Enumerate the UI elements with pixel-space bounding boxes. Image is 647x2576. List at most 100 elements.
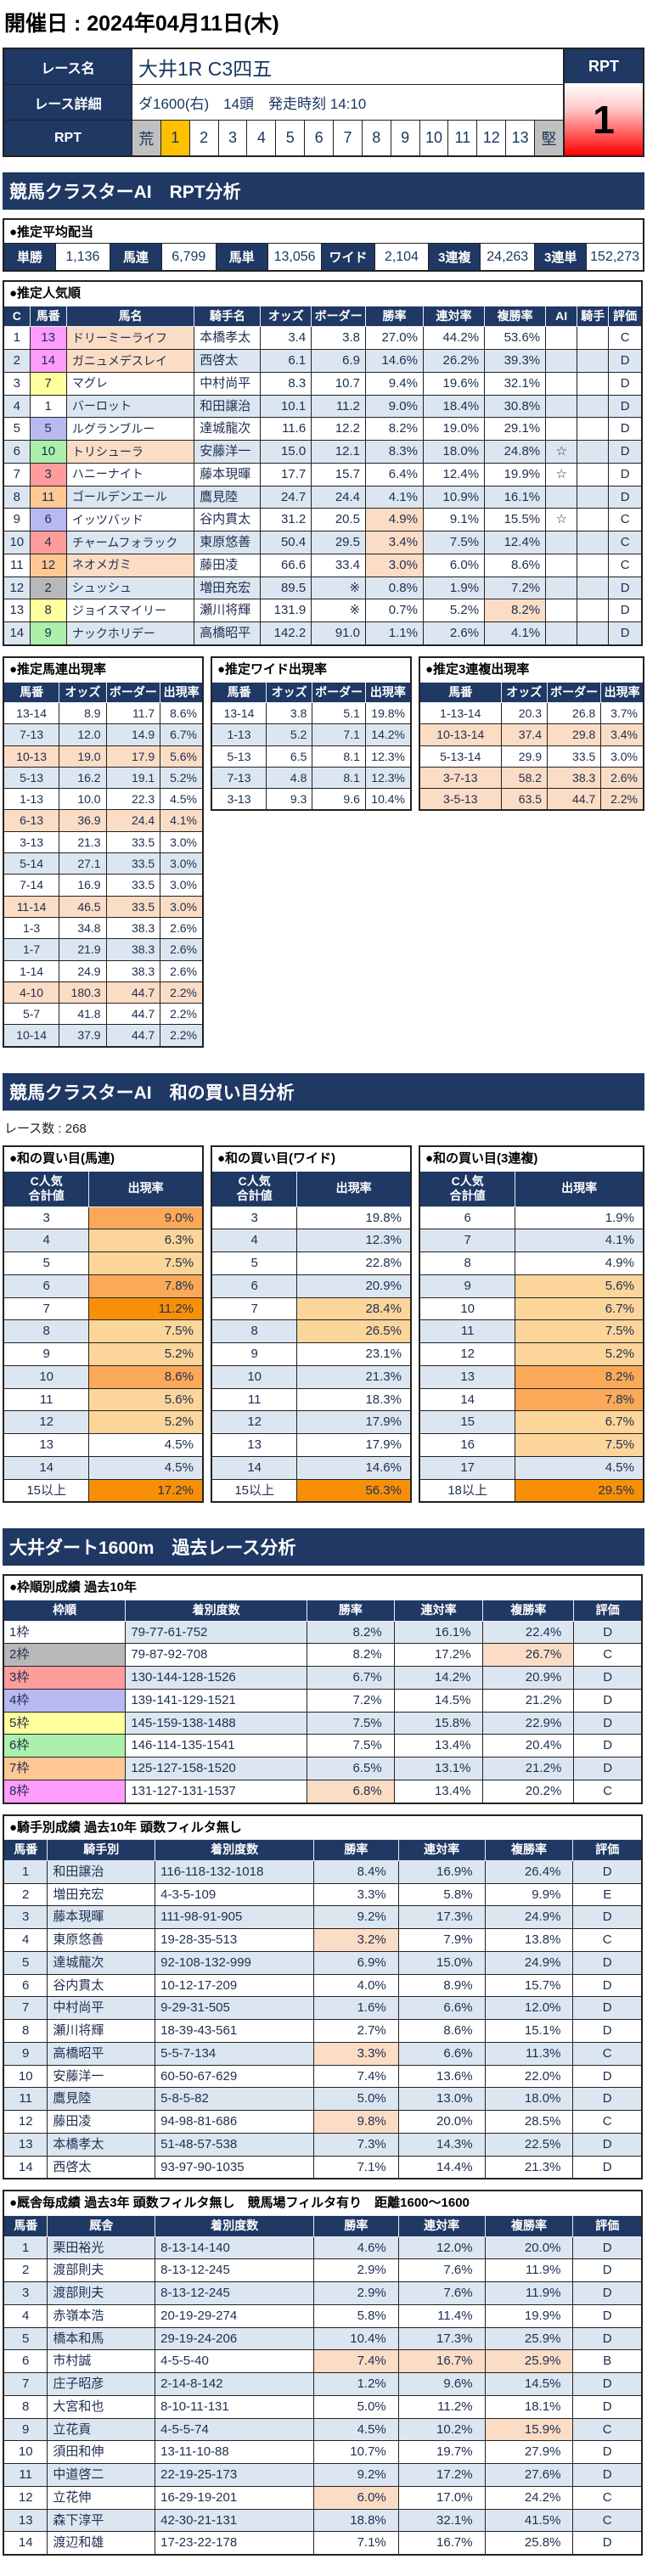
- column-header: 着別度数: [125, 1600, 307, 1622]
- table-cell: 西啓太: [47, 2155, 156, 2179]
- table-cell: 5.0%: [313, 2394, 399, 2419]
- table-row: 13 17.9%: [211, 1433, 412, 1457]
- column-header: 着別度数: [155, 2215, 315, 2237]
- column-header: C人気 合計値: [211, 1170, 298, 1207]
- table-cell: 13: [3, 2132, 48, 2157]
- table-cell: 21.3: [59, 830, 107, 854]
- table-cell: 3.0%: [160, 830, 204, 854]
- table-cell: 13: [3, 2508, 48, 2533]
- table-cell: [545, 417, 578, 441]
- table-cell: 5: [29, 417, 67, 441]
- table-cell: 18.8%: [313, 2508, 399, 2533]
- table-cell: 16.1%: [484, 485, 547, 509]
- race-detail-row: レース詳細 ダ1600(右) 14頭 発走時刻 14:10: [4, 85, 563, 121]
- table-cell: 3.8: [265, 701, 313, 725]
- table-cell: 10.7%: [313, 2440, 399, 2464]
- table-cell: C: [572, 1928, 643, 1952]
- table-title: ●推定3連複出現率: [419, 656, 644, 682]
- table-row: 9 6 イッツバッド 谷内貫太 31.2 20.5 4.9% 9.1% 15.5% ☆ C: [3, 508, 643, 532]
- table-title-row: ●厩舎毎成績 過去3年 頭数フィルタ無し 競馬場フィルタ有り 距離1600～16…: [3, 2191, 642, 2216]
- table-cell: 13: [3, 1433, 90, 1457]
- rpt-scale: 荒 1 2 3 4 5 6 7 8 9 10 11 12 13 堅: [132, 121, 563, 155]
- table-cell: 9: [211, 1342, 298, 1366]
- table-row: 5 5 ルグランブルー 達城龍次 11.6 12.2 8.2% 19.0% 29.1% D: [3, 417, 643, 441]
- table-cell: 8: [419, 1251, 516, 1275]
- table-cell: 11: [211, 1387, 298, 1412]
- table-cell: 60-50-67-629: [155, 2064, 315, 2089]
- table-cell: 16.9%: [397, 1859, 486, 1884]
- table-cell: 5.6%: [160, 745, 204, 768]
- table-title-row: ●推定ワイド出現率: [211, 656, 411, 682]
- section-title-wa-analysis: 競馬クラスターAI 和の買い目分析: [3, 1072, 644, 1111]
- table-title: ●推定ワイド出現率: [211, 656, 411, 682]
- table-cell: 5.2%: [88, 1342, 204, 1366]
- table-cell: 8.6%: [88, 1364, 204, 1389]
- table-cell: 17.9: [105, 745, 161, 768]
- table-cell: D: [572, 2440, 643, 2464]
- table-cell: [577, 621, 610, 646]
- table-cell: 22.3: [105, 788, 161, 811]
- table-cell: 9.0%: [365, 394, 424, 419]
- table-cell: 7枠: [3, 1757, 127, 1780]
- table-cell: 93-97-90-1035: [155, 2155, 315, 2179]
- table-cell: 22.8%: [296, 1251, 412, 1275]
- table-cell: シュッシュ: [65, 576, 195, 600]
- table-cell: [545, 553, 578, 577]
- table-row: 8 7.5%: [3, 1319, 204, 1343]
- table-cell: 53.6%: [484, 326, 547, 350]
- table-row: 7 庄子昭彦 2-14-8-142 1.2% 9.6% 14.5% D: [3, 2372, 643, 2396]
- header-row: 馬番 騎手別 着別度数 勝率 連対率 複勝率 評価: [3, 1839, 643, 1861]
- table-cell: 17.2%: [393, 1643, 484, 1667]
- table-row: 7-14 16.9 33.5 3.0%: [3, 874, 204, 897]
- table-cell: C: [608, 508, 643, 532]
- rpt-scale-cell: 3: [218, 121, 248, 155]
- table-cell: 8.2%: [484, 599, 547, 622]
- table-cell: 13.6%: [397, 2064, 486, 2089]
- wa-wide-table: ●和の買い目(ワイド) C人気 合計値 出現率 3 19.8% 4 12.3% 5 22.8% 6…: [211, 1145, 412, 1504]
- table-cell: 8.1: [312, 766, 366, 790]
- table-cell: 17.3%: [397, 2326, 486, 2351]
- table-cell: 4.0%: [313, 1973, 399, 1998]
- table-cell: [577, 485, 610, 509]
- table-cell: 8.3: [260, 371, 312, 396]
- table-cell: 14.9: [105, 723, 161, 746]
- table-cell: 16: [419, 1433, 516, 1457]
- table-cell: 4: [3, 1928, 48, 1952]
- table-row: 10-14 37.9 44.7 2.2%: [3, 1024, 204, 1048]
- table-cell: 19.8%: [364, 701, 412, 725]
- table-cell: 17.0%: [397, 2485, 486, 2510]
- table-cell: 5: [3, 1251, 90, 1275]
- table-cell: 3枠: [3, 1666, 127, 1690]
- column-header: 厩舎: [47, 2215, 156, 2237]
- table-cell: 8-13-12-245: [155, 2281, 315, 2305]
- payout-label: 3連複: [429, 244, 481, 270]
- table-cell: 1: [29, 394, 67, 419]
- wa-tables-row: ●和の買い目(馬連) C人気 合計値 出現率 3 9.0% 4 6.3% 5 7.5% 6 7.8%…: [3, 1145, 644, 1514]
- table-cell: 8: [29, 599, 67, 622]
- table-row: 13 4.5%: [3, 1433, 204, 1457]
- table-row: 2 14 ガニュメデスレイ 西啓太 6.1 6.9 14.6% 26.2% 39.3% D: [3, 349, 643, 373]
- table-cell: 12.3%: [364, 766, 412, 790]
- table-row: 11-14 46.5 33.5 3.0%: [3, 895, 204, 918]
- table-row: 11 7.5%: [419, 1319, 644, 1343]
- table-cell: 17.2%: [397, 2463, 486, 2487]
- rpt-scale-cell: 4: [247, 121, 277, 155]
- table-cell: 24.2%: [484, 2485, 574, 2510]
- table-row: 8 11 ゴールデンエール 鷹見陸 24.7 24.4 4.1% 10.9% 16.1% D: [3, 485, 643, 509]
- table-cell: 6.6%: [397, 2041, 486, 2066]
- table-cell: 立花貢: [47, 2417, 156, 2442]
- table-cell: 11.2%: [88, 1296, 204, 1321]
- table-cell: 達城龍次: [194, 417, 262, 441]
- table-cell: 20.0%: [397, 2110, 486, 2134]
- column-header: 評価: [608, 305, 643, 328]
- column-header: 出現率: [160, 681, 204, 703]
- column-header: オッズ: [500, 681, 549, 703]
- table-cell: 19.7%: [397, 2440, 486, 2464]
- table-cell: 7-13: [211, 766, 267, 790]
- table-cell: 11-14: [3, 895, 60, 918]
- table-cell: 瀬川将輝: [47, 2019, 156, 2043]
- table-title-row: ●推定人気順: [3, 281, 642, 307]
- table-cell: 16.7%: [397, 2349, 486, 2373]
- table-cell: 12.0%: [484, 1996, 574, 2020]
- table-cell: ゴールデンエール: [65, 485, 195, 509]
